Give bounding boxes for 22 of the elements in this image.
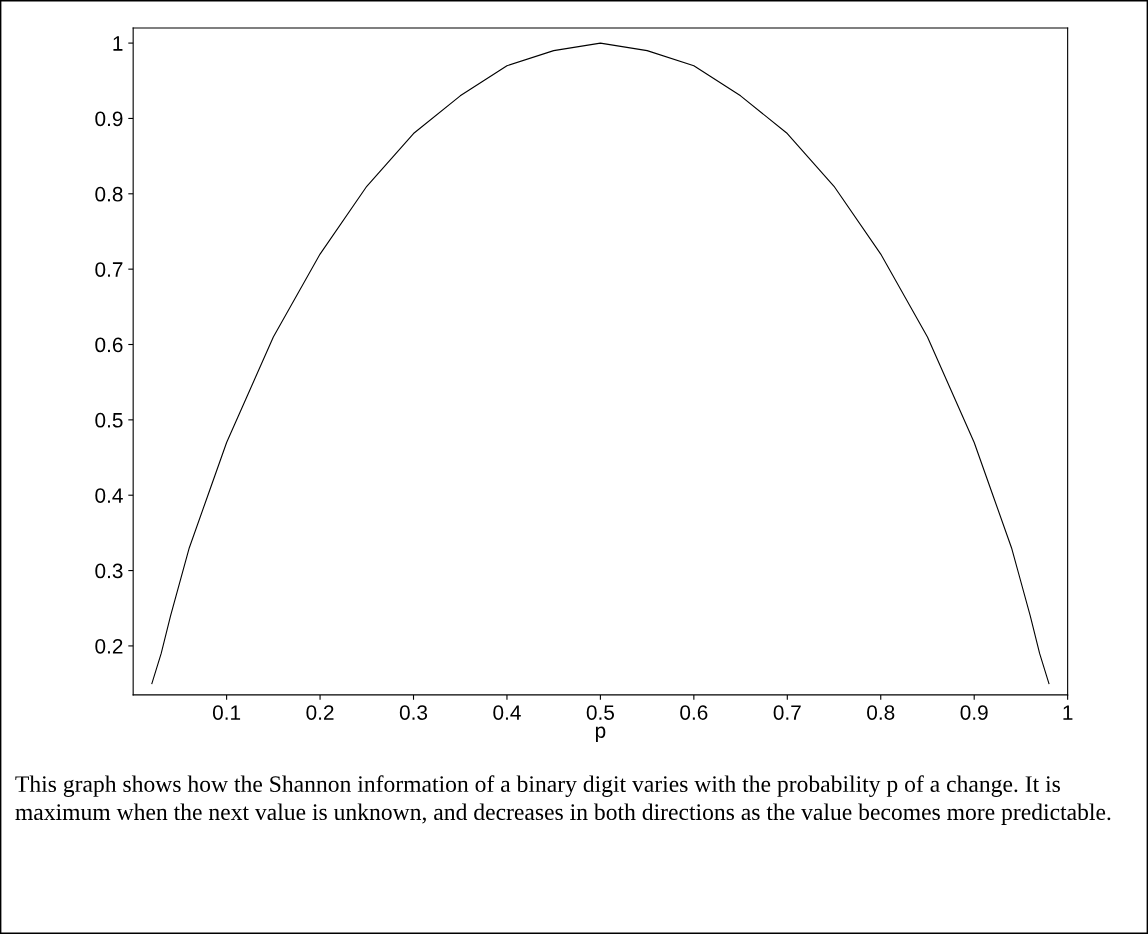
y-tick-label: 0.5 (95, 412, 123, 428)
y-tick-label: 1 (113, 36, 123, 51)
x-tick-label: 0.7 (773, 705, 801, 720)
x-tick-label: 0.1 (212, 705, 241, 720)
x-tick-label: 0.5 (586, 705, 615, 720)
x-tick-label: 0.6 (680, 705, 708, 720)
y-tick-label: 0.4 (95, 488, 123, 503)
y-tick-label: 0.2 (95, 638, 123, 654)
y-tick-label: 0.6 (95, 337, 123, 353)
y-tick-label: 0.9 (95, 111, 123, 127)
x-tick-label: 0.9 (960, 705, 988, 720)
y-tick-label: 0.8 (95, 186, 123, 202)
y-tick-label: 0.7 (95, 262, 123, 277)
x-axis-title: p (595, 726, 606, 743)
x-tick-label: 0.2 (306, 705, 334, 720)
line-series (151, 42, 1050, 685)
x-tick-label: 0.8 (867, 705, 895, 720)
y-tick-label: 0.3 (95, 563, 123, 579)
text: This graph shows how the Shannon information of a binary digit varies with the probability p of a change. It is maximum when the next value is unknown, and decreases in both directions as the value becomes more predictable. (15, 775, 1111, 825)
x-tick-label: 1 (1063, 705, 1073, 720)
x-tick-label: 0.3 (399, 705, 428, 720)
x-tick-label: 0.4 (493, 705, 521, 720)
